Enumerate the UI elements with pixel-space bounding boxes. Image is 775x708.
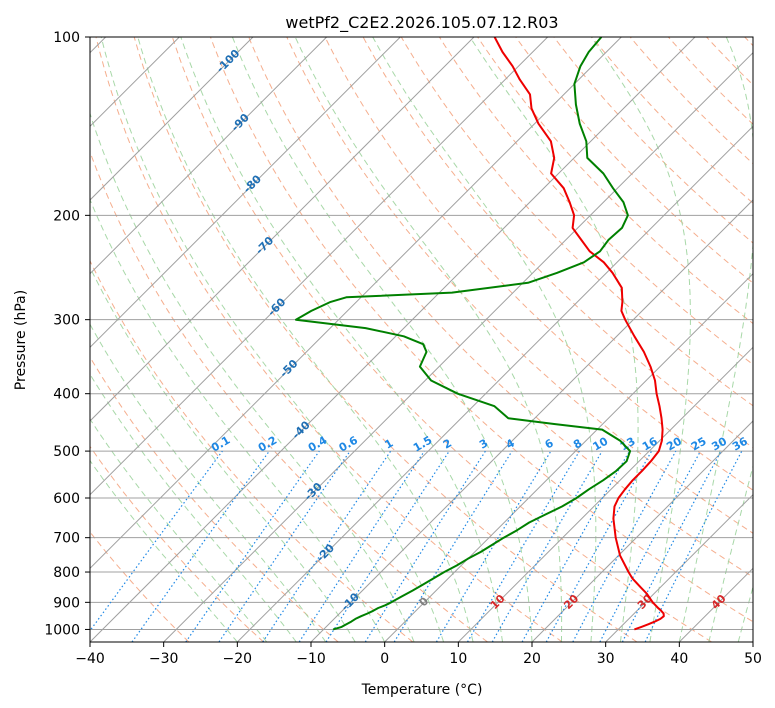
dry-adiabat-line bbox=[629, 37, 753, 165]
mixing-ratio-line bbox=[393, 450, 513, 642]
moist-adiabat-line bbox=[372, 37, 597, 642]
y-tick-label: 100 bbox=[53, 30, 80, 46]
isotherm-line bbox=[90, 37, 696, 642]
y-tick-label: 800 bbox=[53, 565, 80, 581]
isotherm-line bbox=[531, 420, 753, 642]
isotherm-line bbox=[605, 493, 753, 642]
x-tick-label: 30 bbox=[597, 651, 615, 667]
moist-adiabat-line bbox=[737, 585, 753, 642]
x-tick-label: −40 bbox=[75, 651, 105, 667]
isobar-gridlines bbox=[90, 37, 753, 630]
x-tick-label: 40 bbox=[670, 651, 688, 667]
y-tick-label: 500 bbox=[53, 444, 80, 460]
y-tick-label: 600 bbox=[53, 491, 80, 507]
mixing-ratio-line bbox=[521, 450, 631, 642]
dry-adiabat-line bbox=[324, 37, 753, 491]
moist-adiabat-line bbox=[180, 37, 503, 642]
mixing-ratio-line bbox=[90, 450, 223, 632]
isotherm-line bbox=[90, 37, 254, 201]
isotherm-line bbox=[90, 37, 401, 349]
mixing-ratio-line bbox=[644, 450, 743, 642]
plot-frame bbox=[89, 36, 754, 643]
moist-adiabat-line bbox=[90, 266, 356, 642]
isotherm-line bbox=[236, 125, 753, 642]
x-tick-label: −30 bbox=[149, 651, 179, 667]
y-axis-label: Pressure (hPa) bbox=[13, 290, 29, 390]
moist-adiabat-line bbox=[90, 418, 268, 642]
moist-adiabat-line bbox=[90, 111, 415, 642]
mixing-ratio-line bbox=[185, 450, 320, 642]
isotherm-line bbox=[90, 37, 475, 422]
isotherm-line bbox=[384, 272, 753, 642]
mixing-ratio-line bbox=[298, 450, 425, 642]
mixing-ratio-line bbox=[572, 450, 677, 642]
isotherm-line bbox=[90, 37, 549, 496]
moist-adiabat-line bbox=[90, 373, 297, 642]
mixing-ratio-line bbox=[325, 450, 450, 642]
y-tick-label: 900 bbox=[53, 595, 80, 611]
mixing-ratio-line bbox=[218, 450, 351, 642]
mixing-ratio-line bbox=[262, 450, 392, 642]
isotherm-line bbox=[163, 51, 753, 642]
dewpoint-profile-line bbox=[294, 37, 632, 631]
moist-adiabat-line bbox=[100, 37, 445, 642]
x-tick-label: 0 bbox=[380, 651, 389, 667]
dry-adiabat-line bbox=[477, 37, 753, 325]
isotherm-line bbox=[90, 37, 328, 275]
y-tick-label: 700 bbox=[53, 531, 80, 547]
x-axis-label: Temperature (°C) bbox=[361, 682, 483, 698]
moist-adiabats bbox=[90, 37, 753, 642]
y-tick-label: 400 bbox=[53, 387, 80, 403]
moist-adiabat-line bbox=[231, 37, 533, 642]
isotherm-line bbox=[90, 37, 622, 570]
x-axis-ticks: −40 −30 −20 −10 0 10 20 30 40 50 bbox=[75, 642, 762, 667]
y-axis-ticks: 1000 900 800 700 600 500 400 300 200 100 bbox=[44, 30, 90, 638]
profile-series bbox=[294, 37, 665, 631]
isotherm-line bbox=[310, 199, 753, 642]
dry-adiabat-line bbox=[515, 37, 753, 284]
plot-area: -100-90-80-70-60-50-40-30-20-10 0 10 20 30 40… bbox=[90, 37, 753, 642]
moist-adiabat-line bbox=[294, 37, 563, 642]
moist-adiabat-line bbox=[90, 459, 238, 642]
moist-adiabat-line bbox=[90, 198, 386, 642]
isotherm-line bbox=[457, 346, 753, 642]
mixing-ratio-line bbox=[131, 450, 270, 642]
chart-title: wetPf2_C2E2.2026.105.07.12.R03 bbox=[285, 13, 558, 33]
mixing-ratio-line bbox=[545, 450, 653, 642]
dry-adiabat-line bbox=[171, 37, 712, 642]
y-tick-label: 300 bbox=[53, 313, 80, 329]
y-tick-label: 1000 bbox=[44, 622, 80, 638]
moist-adiabat-line bbox=[90, 323, 327, 642]
y-tick-label: 200 bbox=[53, 208, 80, 224]
x-tick-label: 10 bbox=[449, 651, 467, 667]
dry-adiabat-line bbox=[90, 445, 264, 642]
moist-adiabat-line bbox=[137, 37, 474, 642]
temperature-profile-line bbox=[493, 37, 665, 631]
x-tick-label: 50 bbox=[744, 651, 762, 667]
moist-adiabat-line bbox=[708, 464, 753, 642]
mixing-ratio-lines bbox=[90, 450, 743, 642]
isotherm-gridlines bbox=[90, 37, 753, 642]
dry-adiabat-line bbox=[591, 37, 753, 204]
x-tick-label: 20 bbox=[523, 651, 541, 667]
moist-adiabat-line bbox=[678, 37, 753, 642]
moist-adiabat-line bbox=[590, 37, 691, 642]
dry-adiabat-line bbox=[248, 37, 753, 578]
dry-adiabat-line bbox=[90, 259, 414, 642]
x-tick-label: −10 bbox=[296, 651, 326, 667]
dry-adiabat-line bbox=[95, 37, 563, 642]
dry-adiabat-line bbox=[400, 37, 753, 407]
x-tick-label: −20 bbox=[223, 651, 253, 667]
